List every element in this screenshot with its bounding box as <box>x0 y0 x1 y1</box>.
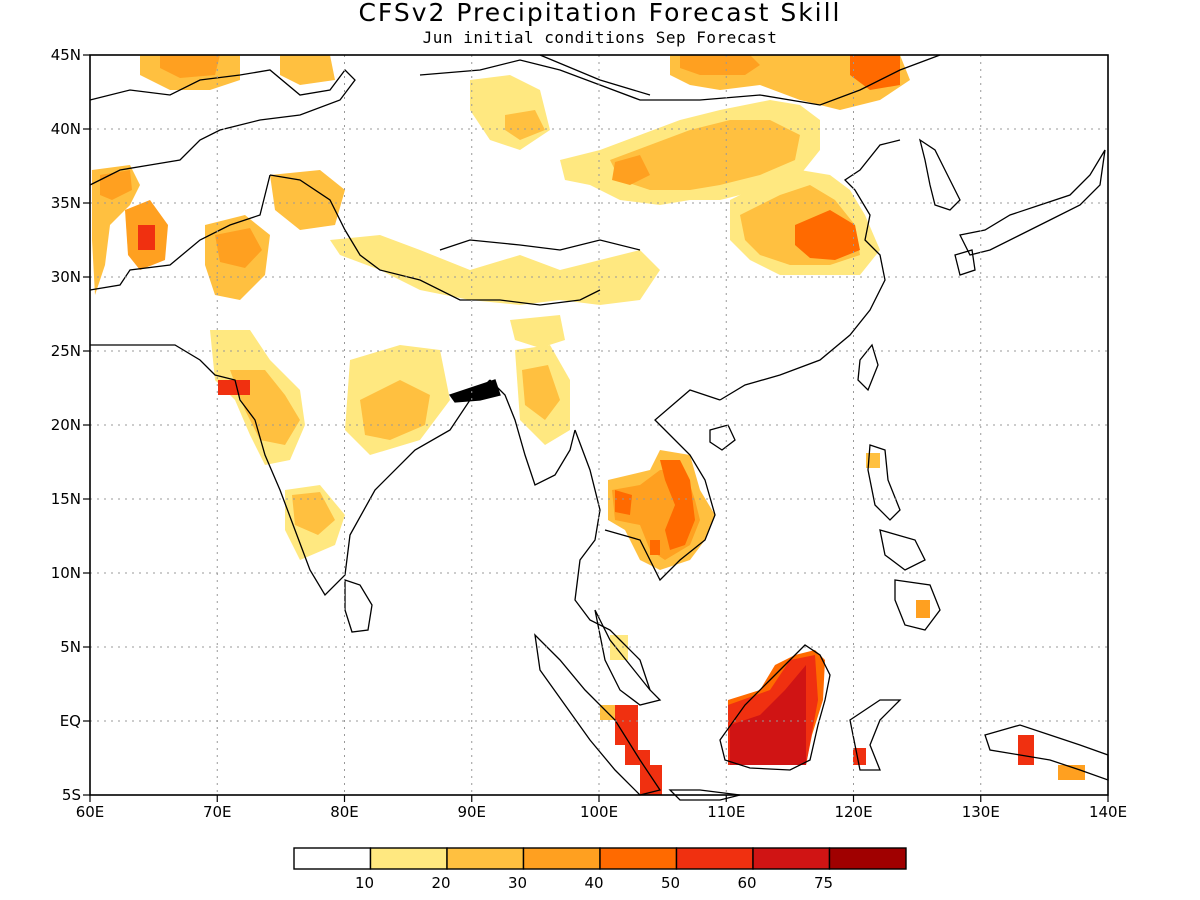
lat-label: 45N <box>51 46 81 64</box>
coast-china-south <box>719 139 901 401</box>
shade-tarim-2 <box>505 110 545 140</box>
lon-label: 130E <box>962 803 1000 821</box>
lat-label: 30N <box>51 268 81 286</box>
coast-visayas <box>879 529 926 571</box>
coast-java <box>668 789 741 801</box>
lat-label: 40N <box>51 120 81 138</box>
colorbar-label: 50 <box>661 874 680 892</box>
lon-label: 110E <box>707 803 745 821</box>
coast-sumatra <box>534 633 662 796</box>
coast-newguinea <box>984 724 1109 781</box>
shade-mindanao <box>916 600 930 618</box>
shade-borneo-core <box>730 665 806 765</box>
shade-himalaya <box>330 235 660 305</box>
lon-label: 60E <box>76 803 105 821</box>
coast-india <box>90 344 491 597</box>
shade-kazakh-3 <box>280 55 335 85</box>
colorbar-swatch <box>828 847 907 870</box>
border-china-mongolia <box>419 54 941 106</box>
shade-china-east-3 <box>795 210 860 260</box>
colorbar-label: 75 <box>814 874 833 892</box>
shade-mongolia-top-3 <box>850 55 900 90</box>
coast-luzon <box>867 444 901 521</box>
border-tibet <box>439 239 641 251</box>
lat-label: 5S <box>62 786 81 804</box>
shade-indochina-4 <box>615 490 632 515</box>
coast-srilanka <box>344 579 373 633</box>
colorbar-label: 30 <box>508 874 527 892</box>
lat-label: 15N <box>51 490 81 508</box>
coast-kyushu <box>954 249 976 276</box>
shade-kashmir <box>270 170 345 230</box>
shade-deccan-2 <box>292 492 335 535</box>
shade-tarim <box>470 75 550 150</box>
colorbar-swatch <box>752 847 831 870</box>
colorbar-swatch <box>675 847 754 870</box>
chart-title: CFSv2 Precipitation Forecast Skill <box>358 0 842 27</box>
colorbar-label: 60 <box>737 874 756 892</box>
coast-japan <box>959 149 1106 256</box>
shade-burma-2 <box>522 365 560 420</box>
coast-korea <box>918 138 961 211</box>
border-central-asia <box>89 69 356 186</box>
colorbar-label: 20 <box>431 874 450 892</box>
lat-label: 5N <box>60 638 81 656</box>
colorbar-swatch <box>522 847 601 870</box>
shade-gujarat-3 <box>218 380 250 395</box>
colorbar-label: 10 <box>355 874 374 892</box>
shade-indochina-5 <box>650 540 660 555</box>
shade-newguinea <box>1018 735 1034 765</box>
coast-indochina <box>574 429 651 691</box>
shade-assam <box>510 315 565 348</box>
shade-afghan-4 <box>138 225 155 250</box>
shade-afghan-1 <box>92 165 140 295</box>
colorbar-label: 40 <box>584 874 603 892</box>
colorbar-swatch <box>599 847 678 870</box>
border-mongolia-north <box>539 54 651 96</box>
shade-sumatra <box>615 705 662 795</box>
shade-sulawesi <box>853 748 866 765</box>
border-pakistan <box>89 174 271 291</box>
lon-label: 120E <box>834 803 872 821</box>
coast-taiwan <box>857 343 879 392</box>
lon-label: 70E <box>203 803 232 821</box>
lat-label: EQ <box>60 712 81 730</box>
lat-label: 10N <box>51 564 81 582</box>
shade-java-sea <box>610 635 628 660</box>
colorbar-swatch <box>369 847 448 870</box>
coastlines <box>89 54 1109 801</box>
chart-subtitle: Jun initial conditions Sep Forecast <box>422 28 778 47</box>
lon-label: 80E <box>330 803 359 821</box>
coast-malaya <box>594 609 662 706</box>
coast-hainan <box>709 424 736 451</box>
map-frame <box>89 54 1109 796</box>
lon-label: 100E <box>580 803 618 821</box>
coast-burma <box>489 379 576 486</box>
colorbar-swatch <box>446 847 525 870</box>
lat-label: 20N <box>51 416 81 434</box>
border-himalaya <box>269 174 601 306</box>
lat-label: 35N <box>51 194 81 212</box>
shade-north-china-3 <box>612 155 650 185</box>
colorbar: 10 20 30 40 50 60 75 <box>293 847 907 892</box>
colorbar-swatch <box>293 847 372 870</box>
coast-vietnam <box>604 389 721 582</box>
coast-bangladesh <box>448 379 501 403</box>
shade-north-china-2 <box>610 120 800 190</box>
shade-indochina-3 <box>660 460 695 550</box>
lon-label: 140E <box>1089 803 1127 821</box>
shade-kazakh-2 <box>160 55 220 78</box>
coast-mindanao <box>894 579 941 631</box>
shade-afghan-2 <box>100 170 132 200</box>
lon-label: 90E <box>457 803 486 821</box>
coast-borneo <box>719 644 831 771</box>
coast-sulawesi <box>849 699 902 771</box>
shade-pakistan-2 <box>215 228 262 268</box>
lat-label: 25N <box>51 342 81 360</box>
shade-mongolia-top-2 <box>680 55 760 75</box>
